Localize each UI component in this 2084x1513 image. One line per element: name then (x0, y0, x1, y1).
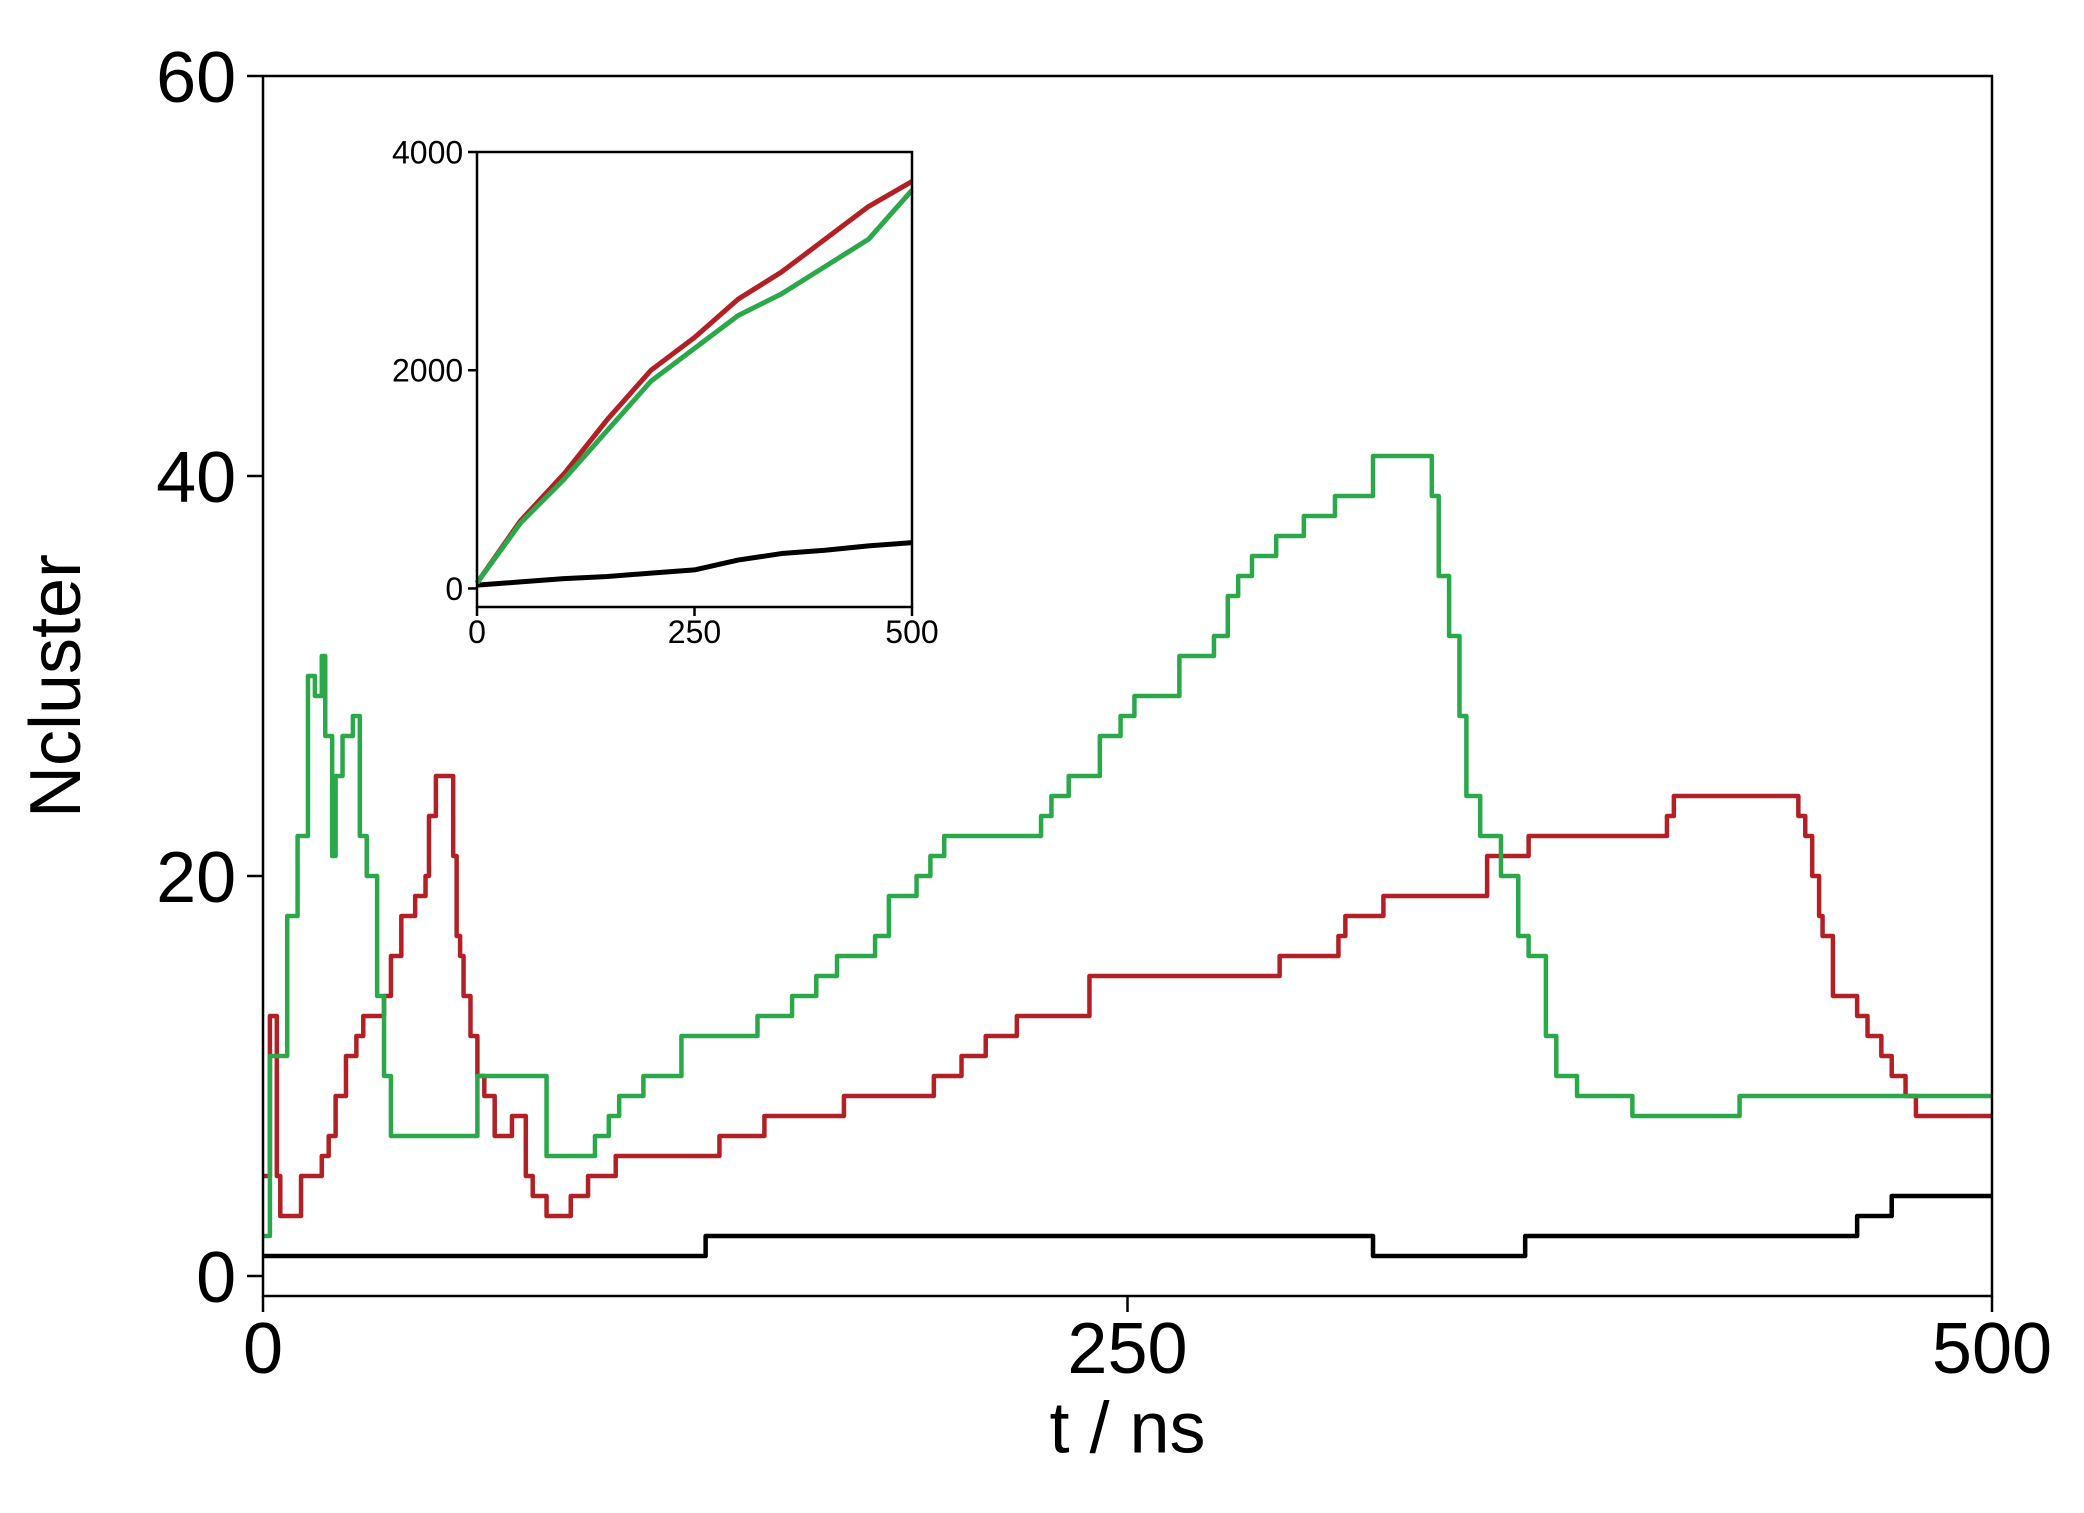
y-tick-label: 20 (156, 838, 236, 918)
y-tick-label: 4000 (392, 135, 463, 171)
x-tick-label: 500 (1932, 1309, 2052, 1389)
series-line (263, 1193, 1992, 1259)
series-line (263, 773, 1992, 1219)
x-tick-label: 250 (668, 614, 721, 650)
series-line (263, 453, 1992, 1239)
series-line (474, 179, 914, 585)
y-tick-label: 2000 (392, 353, 463, 389)
x-axis-label: t / ns (1049, 1388, 1205, 1468)
x-tick-label: 0 (468, 614, 486, 650)
y-tick-label: 0 (445, 571, 463, 607)
series-line (476, 540, 913, 588)
y-tick-label: 60 (156, 38, 236, 118)
x-tick-label: 0 (243, 1309, 283, 1389)
y-tick-label: 0 (196, 1238, 236, 1318)
y-tick-label: 40 (156, 438, 236, 518)
series-line (474, 188, 914, 585)
y-axis-label: Ncluster (16, 554, 96, 818)
x-tick-label: 500 (885, 614, 938, 650)
x-tick-label: 250 (1067, 1309, 1187, 1389)
